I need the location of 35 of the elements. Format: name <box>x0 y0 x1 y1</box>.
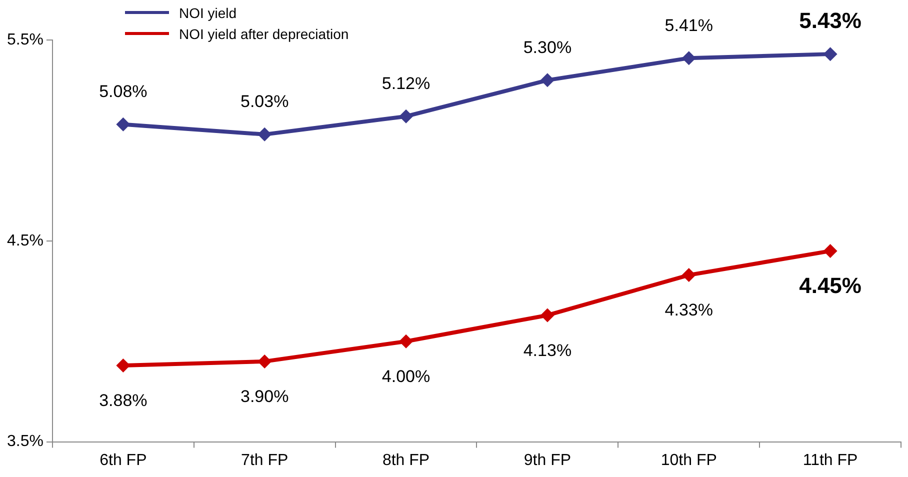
data-label: 5.43% <box>799 8 862 34</box>
point <box>682 268 696 282</box>
data-label: 4.45% <box>799 273 862 298</box>
x-tick-label: 7th FP <box>241 452 288 469</box>
data-label: 3.88% <box>99 391 148 410</box>
point <box>540 308 554 322</box>
data-label: 5.12% <box>382 74 430 94</box>
data-label: 4.00% <box>382 367 430 386</box>
x-tick-label: 9th FP <box>524 452 572 469</box>
point <box>540 73 554 88</box>
data-label: 5.41% <box>664 16 713 35</box>
data-label: 3.90% <box>240 387 289 406</box>
data-label: 5.08% <box>99 82 148 102</box>
x-tick-label: 6th FP <box>100 452 147 469</box>
y-tick-label: 4.5% <box>7 232 44 250</box>
x-tick-label: 8th FP <box>382 452 430 469</box>
data-label: 5.03% <box>240 92 289 112</box>
point <box>823 47 838 62</box>
point <box>116 358 130 372</box>
legend-label: NOI yield after depreciation <box>179 26 349 42</box>
x-tick-label: 11th FP <box>802 452 858 469</box>
point <box>116 117 130 132</box>
x-tick-label: 10th FP <box>660 452 717 469</box>
y-tick-label: 5.5% <box>7 31 44 48</box>
point <box>399 334 414 348</box>
point <box>258 354 272 368</box>
data-label: 4.13% <box>523 340 572 360</box>
legend-label: NOI yield <box>179 4 237 20</box>
point <box>823 244 838 258</box>
point <box>258 127 272 142</box>
point <box>399 109 414 124</box>
y-tick-label: 3.5% <box>7 433 44 450</box>
data-label: 4.33% <box>664 300 713 320</box>
data-label: 5.30% <box>523 38 572 57</box>
point <box>682 51 696 66</box>
